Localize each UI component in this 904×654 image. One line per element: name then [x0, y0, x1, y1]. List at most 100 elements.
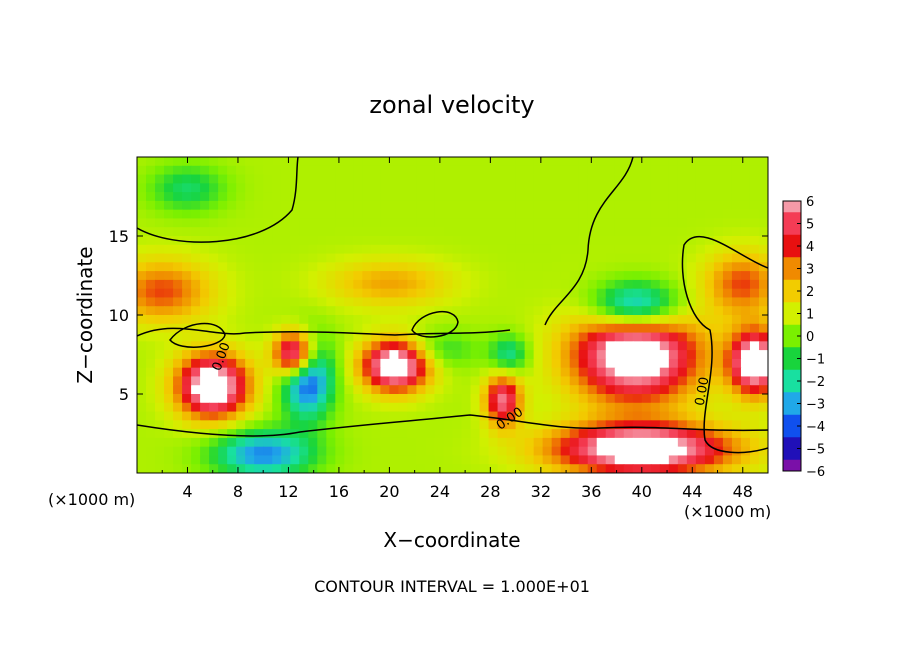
heatmap-cell	[245, 332, 255, 342]
y-tick-label: 15	[109, 227, 129, 246]
heatmap-cell	[542, 165, 553, 176]
heatmap-cell	[650, 262, 661, 272]
heatmap-cell	[236, 165, 246, 176]
heatmap-cell	[380, 306, 390, 316]
heatmap-cell	[668, 244, 679, 255]
heatmap-cell	[506, 279, 517, 290]
heatmap-cell	[650, 446, 661, 457]
heatmap-cell	[695, 376, 706, 386]
heatmap-cell	[236, 279, 246, 290]
heatmap-cell	[542, 253, 553, 263]
heatmap-cell	[506, 402, 517, 413]
heatmap-cell	[452, 385, 463, 395]
heatmap-cell	[182, 218, 192, 228]
heatmap-cell	[272, 227, 282, 237]
heatmap-cell	[398, 165, 409, 176]
heatmap-cell	[299, 227, 309, 237]
heatmap-cell	[218, 402, 228, 413]
heatmap-cell	[182, 315, 192, 325]
heatmap-cell	[605, 165, 616, 176]
heatmap-cell	[281, 271, 291, 281]
heatmap-cell	[263, 253, 273, 263]
heatmap-cell	[272, 192, 282, 202]
heatmap-cell	[578, 271, 589, 281]
heatmap-cell	[605, 244, 616, 255]
heatmap-cell	[290, 376, 300, 386]
heatmap-cell	[389, 227, 400, 237]
heatmap-cell	[434, 455, 445, 465]
heatmap-cell	[488, 455, 499, 465]
heatmap-cell	[497, 200, 508, 211]
heatmap-cell	[200, 192, 210, 202]
heatmap-cell	[200, 174, 210, 184]
heatmap-cell	[668, 437, 679, 448]
heatmap-cell	[533, 253, 544, 263]
heatmap-cell	[614, 402, 625, 413]
heatmap-cell	[416, 437, 427, 448]
heatmap-cell	[146, 332, 156, 342]
heatmap-cell	[596, 394, 607, 404]
heatmap-cell	[695, 429, 706, 439]
heatmap-cell	[191, 288, 201, 299]
heatmap-cell	[254, 288, 264, 299]
heatmap-cell	[470, 420, 481, 430]
heatmap-cell	[686, 341, 697, 351]
heatmap-cell	[587, 315, 598, 325]
heatmap-cell	[614, 376, 625, 386]
heatmap-cell	[236, 227, 246, 237]
heatmap-cell	[443, 411, 454, 421]
x-unit-right: (×1000 m)	[684, 502, 771, 521]
heatmap-cell	[659, 209, 670, 220]
heatmap-cell	[731, 192, 742, 202]
heatmap-cell	[578, 236, 589, 246]
heatmap-cell	[659, 262, 670, 272]
heatmap-cell	[650, 455, 661, 465]
heatmap-cell	[155, 271, 165, 281]
heatmap-cell	[515, 394, 526, 404]
heatmap-cell	[299, 174, 309, 184]
heatmap-cell	[164, 209, 174, 220]
heatmap-cell	[524, 420, 535, 430]
heatmap-cell	[245, 446, 255, 457]
heatmap-cell	[218, 209, 228, 220]
heatmap-cell	[479, 218, 490, 228]
heatmap-cell	[371, 244, 381, 255]
heatmap-cell	[551, 394, 562, 404]
heatmap-cell	[614, 446, 625, 457]
heatmap-cell	[209, 165, 219, 176]
heatmap-cell	[263, 341, 273, 351]
heatmap-cell	[236, 253, 246, 263]
heatmap-cell	[290, 341, 300, 351]
heatmap-cell	[389, 262, 400, 272]
heatmap-cell	[587, 464, 598, 473]
heatmap-cell	[308, 341, 318, 351]
heatmap-cell	[191, 165, 201, 176]
heatmap-cell	[749, 218, 760, 228]
heatmap-cell	[317, 227, 327, 237]
y-tick-label: 5	[119, 385, 129, 404]
heatmap-cell	[686, 429, 697, 439]
heatmap-cell	[722, 227, 733, 237]
heatmap-cell	[146, 420, 156, 430]
heatmap-cell	[380, 279, 390, 290]
heatmap-cell	[704, 341, 715, 351]
heatmap-cell	[668, 341, 679, 351]
heatmap-cell	[164, 420, 174, 430]
heatmap-cell	[281, 253, 291, 263]
heatmap-cell	[713, 200, 724, 211]
heatmap-cell	[641, 227, 652, 237]
heatmap-cell	[659, 376, 670, 386]
heatmap-cell	[209, 332, 219, 342]
heatmap-cell	[668, 209, 679, 220]
heatmap-cell	[416, 394, 427, 404]
heatmap-cell	[290, 209, 300, 220]
heatmap-cell	[479, 455, 490, 465]
heatmap-cell	[461, 332, 472, 342]
heatmap-cell	[263, 183, 273, 193]
heatmap-cell	[488, 446, 499, 457]
heatmap-cell	[182, 341, 192, 351]
heatmap-cell	[353, 376, 363, 386]
heatmap-cell	[146, 236, 156, 246]
heatmap-cell	[614, 236, 625, 246]
heatmap-cell	[326, 350, 336, 360]
